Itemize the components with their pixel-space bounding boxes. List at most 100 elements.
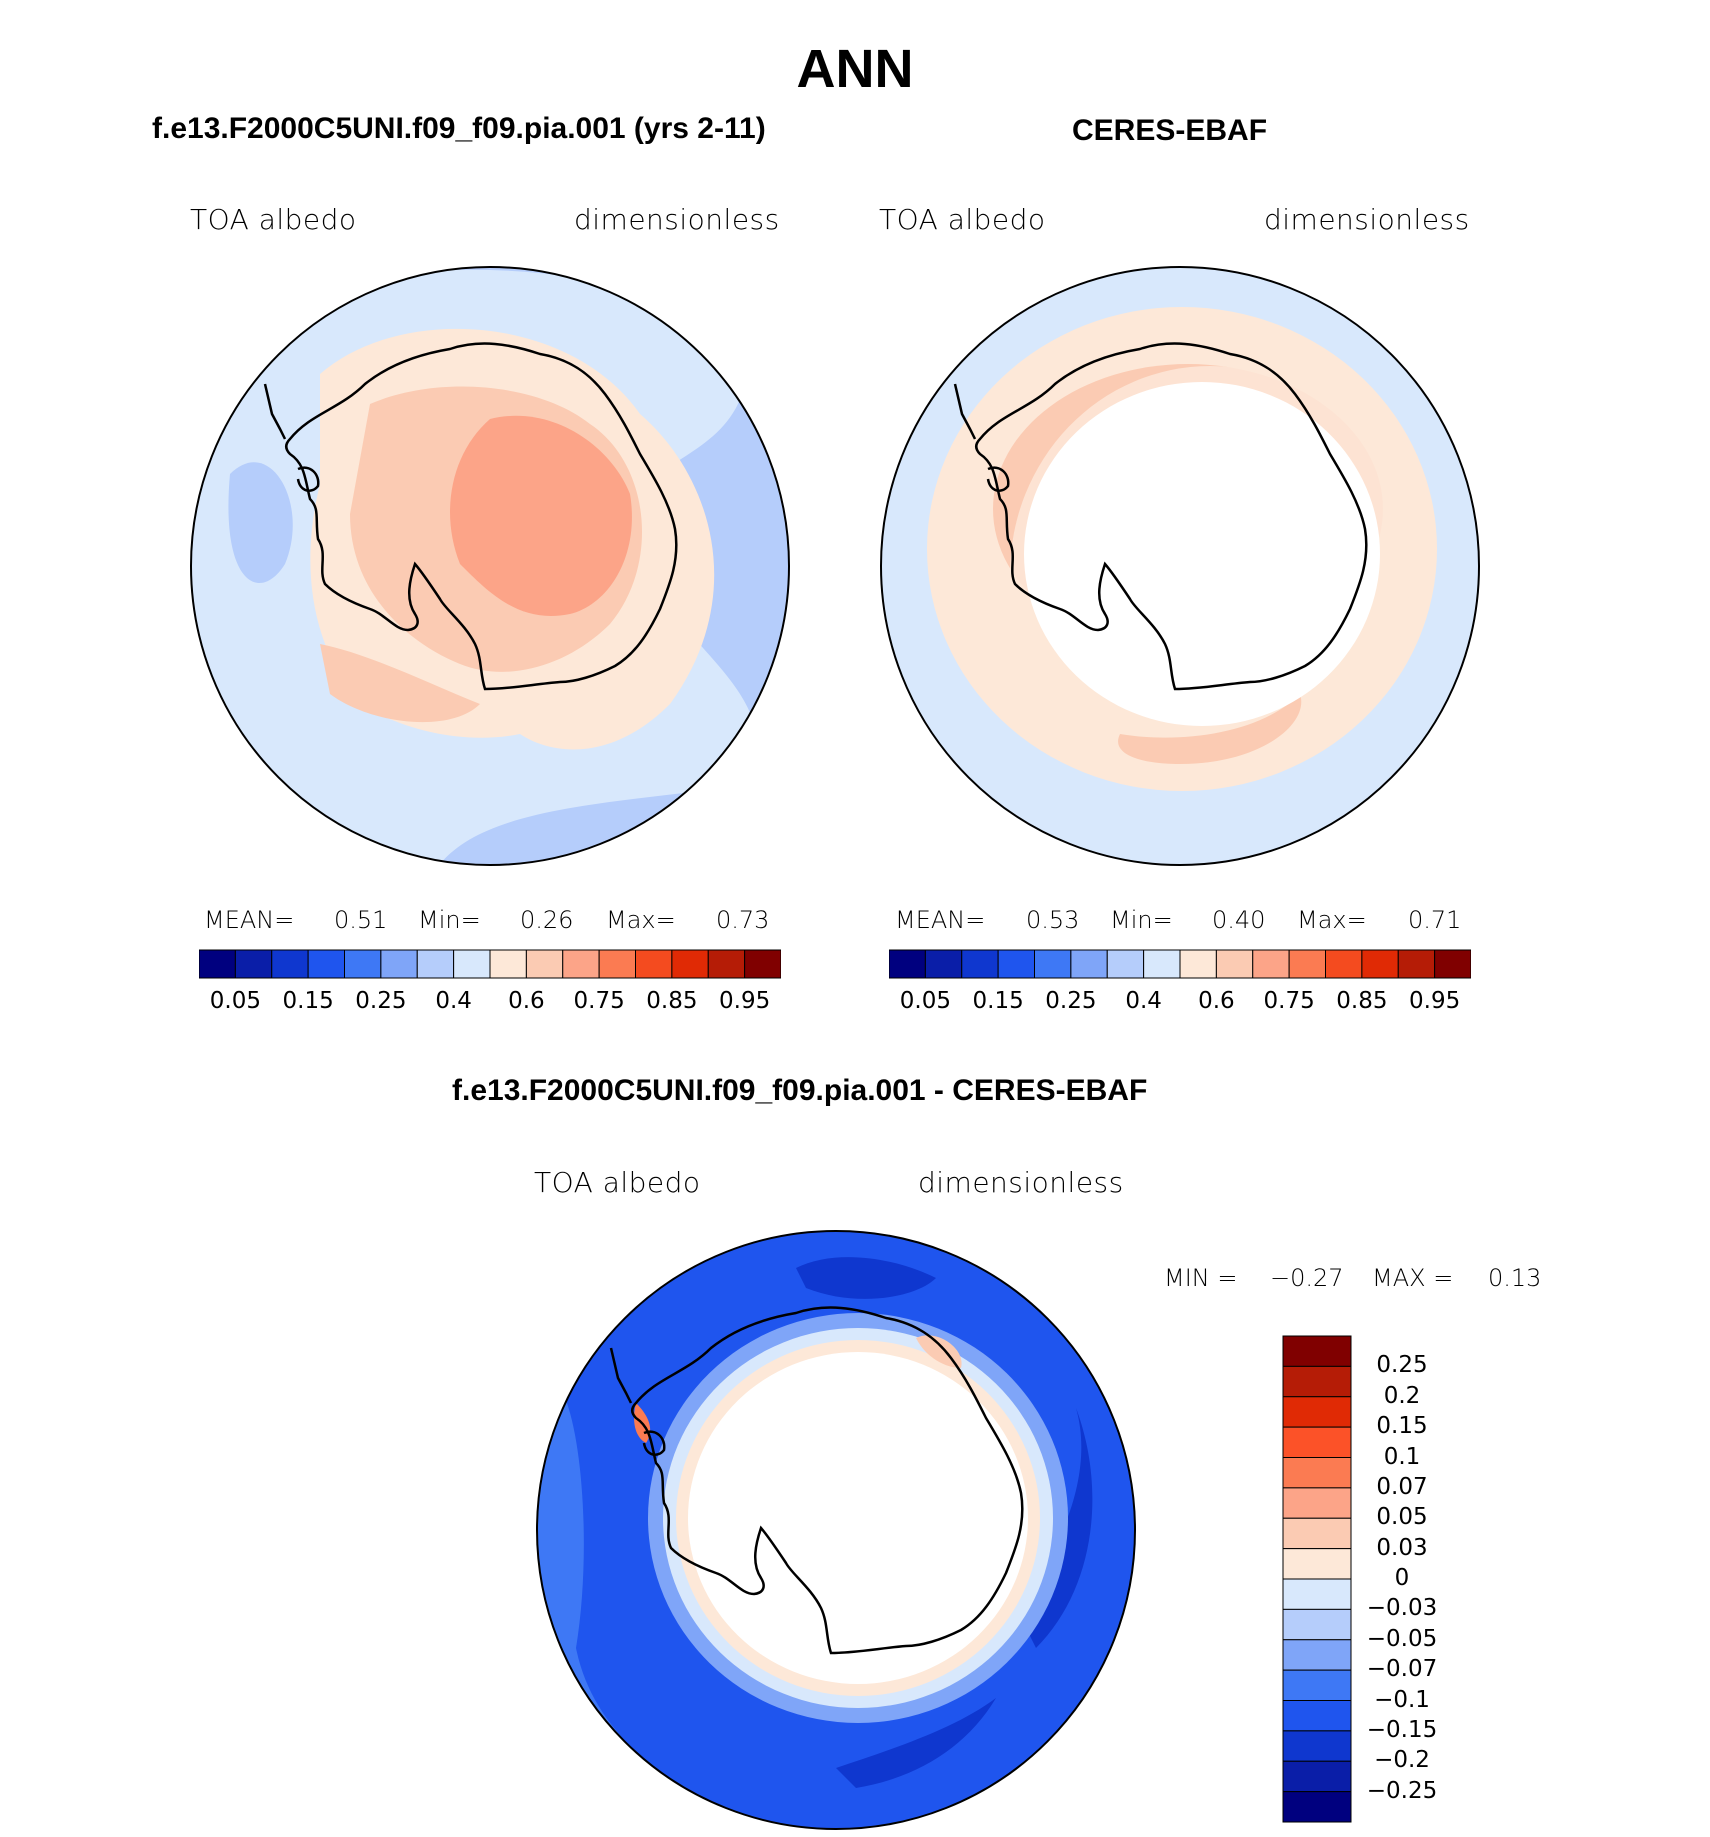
obs-min-value: 0.40 — [1212, 906, 1266, 934]
model-colorbar-tick-label: 0.85 — [646, 988, 698, 1014]
diff-colorbar-swatch — [1282, 1365, 1352, 1398]
diff-colorbar-tick-label: 0.25 — [1376, 1352, 1428, 1379]
diff-colorbar-tick-label: 0 — [1394, 1565, 1410, 1591]
obs-min-label: Min= — [1110, 906, 1173, 934]
diff-colorbar-tick-label: −0.15 — [1366, 1716, 1438, 1743]
obs-colorbar-tick-label: 0.25 — [1045, 988, 1097, 1014]
obs-colorbar-swatch — [1034, 949, 1072, 979]
model-colorbar-swatch — [707, 949, 746, 979]
model-colorbar-swatch — [271, 949, 309, 979]
diff-colorbar-swatch — [1282, 1457, 1352, 1489]
obs-colorbar-tick-label: 0.15 — [972, 988, 1024, 1014]
model-colorbar-swatch — [562, 949, 600, 979]
model-mean-label: MEAN= — [204, 906, 295, 934]
diff-field-label: TOA albedo — [534, 1166, 701, 1199]
model-colorbar-swatch — [489, 949, 527, 979]
obs-max-value: 0.71 — [1408, 906, 1462, 934]
model-colorbar-tick-label: 0.05 — [209, 988, 261, 1014]
obs-panel-title: CERES-EBAF — [1072, 114, 1268, 147]
diff-colorbar-swatch — [1282, 1548, 1352, 1580]
diff-colorbar-tick-label: −0.07 — [1366, 1656, 1438, 1683]
obs-colorbar-swatch — [1361, 949, 1399, 979]
diff-colorbar-swatch — [1282, 1517, 1352, 1550]
obs-map — [880, 266, 1480, 866]
obs-colorbar-tick-label: 0.85 — [1336, 988, 1388, 1014]
obs-colorbar-swatch — [997, 949, 1036, 979]
diff-colorbar-tick-label: 0.03 — [1376, 1534, 1428, 1561]
model-colorbar-swatch — [199, 949, 236, 979]
obs-colorbar-labels: 0.05 0.15 0.25 0.4 0.6 0.75 0.85 0.95 — [889, 988, 1471, 1018]
diff-colorbar-tick-label: 0.2 — [1383, 1382, 1421, 1409]
diff-map — [536, 1230, 1136, 1830]
model-colorbar-swatch — [416, 949, 455, 979]
model-map — [190, 266, 790, 866]
obs-colorbar-swatch — [1070, 949, 1108, 979]
diff-colorbar-tick-label: −0.25 — [1366, 1777, 1438, 1804]
model-colorbar-swatch — [598, 949, 637, 979]
diff-max-value: 0.13 — [1488, 1264, 1542, 1292]
model-colorbar — [199, 949, 781, 979]
diff-colorbar-tick-label: 0.15 — [1376, 1413, 1428, 1440]
diff-colorbar-swatch — [1282, 1335, 1352, 1367]
diff-colorbar-swatch — [1282, 1700, 1352, 1732]
model-max-value: 0.73 — [716, 906, 770, 934]
obs-colorbar-tick-label: 0.95 — [1409, 988, 1461, 1014]
diff-colorbar-swatch — [1282, 1760, 1352, 1793]
model-colorbar-swatch — [344, 949, 382, 979]
model-colorbar-swatch — [307, 949, 346, 979]
obs-colorbar-swatch — [1106, 949, 1145, 979]
obs-mean-value: 0.53 — [1026, 906, 1080, 934]
obs-field-label: TOA albedo — [879, 203, 1046, 236]
model-colorbar-labels: 0.05 0.15 0.25 0.4 0.6 0.75 0.85 0.95 — [199, 988, 781, 1018]
obs-colorbar-swatch — [1252, 949, 1290, 979]
model-field-label: TOA albedo — [190, 203, 357, 236]
diff-colorbar-swatch — [1282, 1639, 1352, 1671]
diff-colorbar-swatch — [1282, 1791, 1352, 1823]
diff-units-label: dimensionless — [918, 1166, 1124, 1199]
diff-min-label: MIN = — [1164, 1264, 1238, 1292]
obs-colorbar-tick-label: 0.75 — [1263, 988, 1315, 1014]
model-colorbar-tick-label: 0.75 — [573, 988, 625, 1014]
model-colorbar-tick-label: 0.15 — [282, 988, 334, 1014]
diff-colorbar-swatch — [1282, 1669, 1352, 1702]
obs-colorbar-swatch — [889, 949, 926, 979]
model-colorbar-tick-label: 0.6 — [508, 988, 545, 1014]
obs-colorbar-swatch — [1215, 949, 1254, 979]
obs-units-label: dimensionless — [1264, 203, 1470, 236]
diff-colorbar-swatch — [1282, 1396, 1352, 1428]
obs-colorbar-tick-label: 0.05 — [899, 988, 951, 1014]
obs-colorbar-tick-label: 0.4 — [1125, 988, 1162, 1014]
obs-colorbar-swatch — [1397, 949, 1436, 979]
model-max-label: Max= — [606, 906, 676, 934]
model-colorbar-swatch — [380, 949, 418, 979]
model-min-label: Min= — [418, 906, 481, 934]
obs-colorbar-swatch — [1179, 949, 1217, 979]
obs-colorbar-swatch — [1288, 949, 1327, 979]
obs-colorbar — [889, 949, 1471, 979]
model-mean-value: 0.51 — [334, 906, 388, 934]
diff-colorbar-tick-label: −0.2 — [1374, 1747, 1430, 1774]
diff-colorbar-swatch — [1282, 1487, 1352, 1519]
diff-colorbar-tick-label: 0.05 — [1376, 1504, 1428, 1531]
diff-colorbar-tick-label: −0.03 — [1366, 1595, 1438, 1622]
obs-colorbar-swatch — [1143, 949, 1181, 979]
diff-colorbar-tick-label: 0.07 — [1376, 1473, 1428, 1500]
diff-colorbar-tick-label: −0.1 — [1374, 1686, 1430, 1713]
model-min-value: 0.26 — [520, 906, 574, 934]
model-colorbar-swatch — [671, 949, 709, 979]
obs-colorbar-swatch — [1325, 949, 1363, 979]
obs-max-label: Max= — [1297, 906, 1367, 934]
diff-max-label: MAX = — [1372, 1264, 1454, 1292]
diff-colorbar-swatch — [1282, 1578, 1352, 1610]
model-colorbar-swatch — [234, 949, 273, 979]
obs-colorbar-swatch — [1434, 949, 1471, 979]
diff-colorbar — [1282, 1335, 1352, 1823]
model-panel-title: f.e13.F2000C5UNI.f09_f09.pia.001 (yrs 2-… — [152, 112, 766, 145]
diff-colorbar-swatch — [1282, 1730, 1352, 1762]
diff-colorbar-tick-label: −0.05 — [1366, 1625, 1438, 1652]
model-colorbar-swatch — [744, 949, 781, 979]
obs-mean-label: MEAN= — [895, 906, 986, 934]
model-colorbar-swatch — [453, 949, 491, 979]
diff-colorbar-tick-label: 0.1 — [1383, 1443, 1421, 1470]
model-colorbar-tick-label: 0.25 — [355, 988, 407, 1014]
